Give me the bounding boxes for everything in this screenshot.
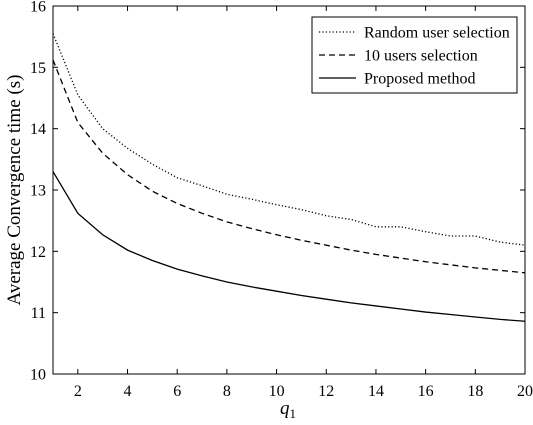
x-tick-label: 20 xyxy=(517,383,533,400)
x-tick-label: 8 xyxy=(223,383,231,400)
legend-entries: Random user selection 10 users selection P… xyxy=(319,25,510,88)
series-line-3 xyxy=(52,171,526,322)
y-tick-label: 10 xyxy=(30,367,46,384)
x-tick-label: 6 xyxy=(173,383,181,400)
series-line-2 xyxy=(52,59,526,274)
legend-label-1: Random user selection xyxy=(364,25,510,42)
legend-box xyxy=(311,16,518,94)
x-tick-label: 10 xyxy=(269,383,285,400)
x-tick-label: 18 xyxy=(467,383,483,400)
legend: Random user selection 10 users selection P… xyxy=(311,16,518,94)
ticks-layer: 2 4 6 8 10 12 14 16 18 20 10 11 12 13 14 15 16 xyxy=(30,0,533,400)
y-tick-label: 11 xyxy=(31,305,46,322)
plot-area-frame xyxy=(52,5,526,375)
y-tick-label: 15 xyxy=(30,60,46,77)
y-axis-label: Average Convergence time (s) xyxy=(4,75,25,306)
y-tick-label: 16 xyxy=(30,0,46,16)
series-layer xyxy=(52,33,526,322)
y-tick-label: 13 xyxy=(30,183,46,200)
x-axis-label-subscript: 1 xyxy=(290,406,297,421)
series-line-1 xyxy=(52,33,526,246)
y-tick-label: 14 xyxy=(30,121,46,138)
x-tick-label: 2 xyxy=(74,383,82,400)
x-tick-label: 12 xyxy=(318,383,334,400)
x-tick-label: 14 xyxy=(368,383,384,400)
legend-label-3: Proposed method xyxy=(364,71,476,88)
x-axis-label-main: q xyxy=(280,398,290,419)
legend-label-2: 10 users selection xyxy=(364,48,478,65)
x-tick-label: 16 xyxy=(418,383,434,400)
x-axis-label: q1 xyxy=(280,398,296,421)
x-tick-label: 4 xyxy=(124,383,132,400)
y-tick-label: 12 xyxy=(30,244,46,261)
